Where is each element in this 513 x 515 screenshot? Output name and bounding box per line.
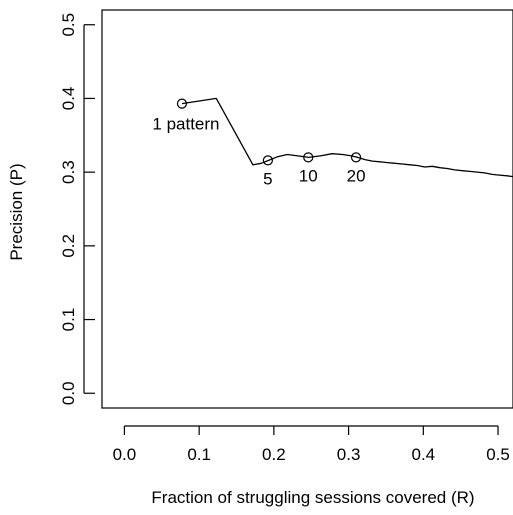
y-axis: 0.0 0.1 0.2 0.3 0.4 0.5	[59, 13, 95, 405]
x-tick-label: 0.4	[412, 445, 436, 464]
y-tick-label: 0.1	[59, 308, 78, 332]
marker-annotation: 10	[299, 166, 318, 185]
x-tick-label: 0.5	[486, 445, 510, 464]
x-axis-title: Fraction of struggling sessions covered …	[151, 488, 474, 507]
x-tick-label: 0.0	[113, 445, 137, 464]
data-point-marker	[350, 152, 362, 163]
series-group	[181, 97, 513, 178]
y-axis-title: Precision (P)	[7, 163, 26, 260]
marker-annotation: 5	[263, 169, 272, 188]
marker-group: 1 pattern 5 10 20	[152, 98, 366, 188]
y-tick-label: 0.4	[59, 87, 78, 111]
y-tick-label: 0.2	[59, 234, 78, 258]
y-tick-label: 0.3	[59, 160, 78, 184]
marker-annotation: 20	[347, 166, 366, 185]
data-point-marker	[262, 155, 273, 166]
x-tick-label: 0.3	[337, 445, 361, 464]
data-point-marker	[176, 98, 188, 109]
x-axis: 0.0 0.1 0.2 0.3 0.4 0.5	[113, 425, 510, 464]
series-line	[181, 97, 513, 178]
x-tick-label: 0.1	[187, 445, 211, 464]
plot-frame	[101, 9, 513, 409]
data-point-marker	[303, 152, 314, 163]
marker-annotation: 1 pattern	[152, 115, 219, 134]
y-tick-label: 0.5	[59, 13, 78, 37]
x-tick-label: 0.2	[262, 445, 286, 464]
y-tick-label: 0.0	[59, 381, 78, 405]
